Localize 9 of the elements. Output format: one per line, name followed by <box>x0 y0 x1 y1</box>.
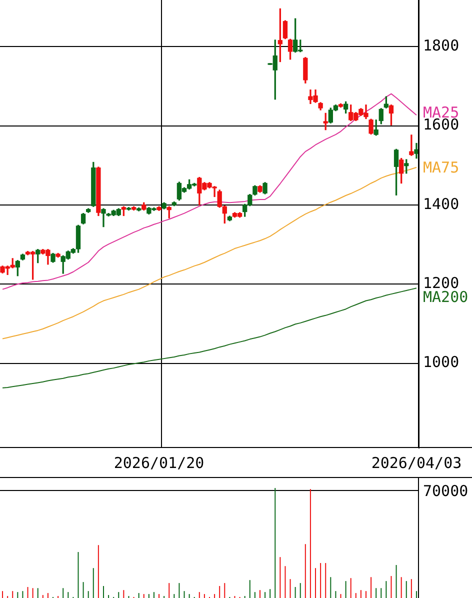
x-tick-label: 2026/04/03 <box>371 454 462 472</box>
series-label: MA75 <box>423 158 460 176</box>
y-tick-label: 1800 <box>423 36 460 55</box>
text: 70000 <box>423 482 468 500</box>
y-tick-label: 1400 <box>423 194 460 213</box>
series-label: MA200 <box>423 288 468 306</box>
x-tick-label: 2026/01/20 <box>114 454 204 472</box>
candlestick <box>409 134 414 156</box>
y-tick-label: 1000 <box>423 353 460 372</box>
